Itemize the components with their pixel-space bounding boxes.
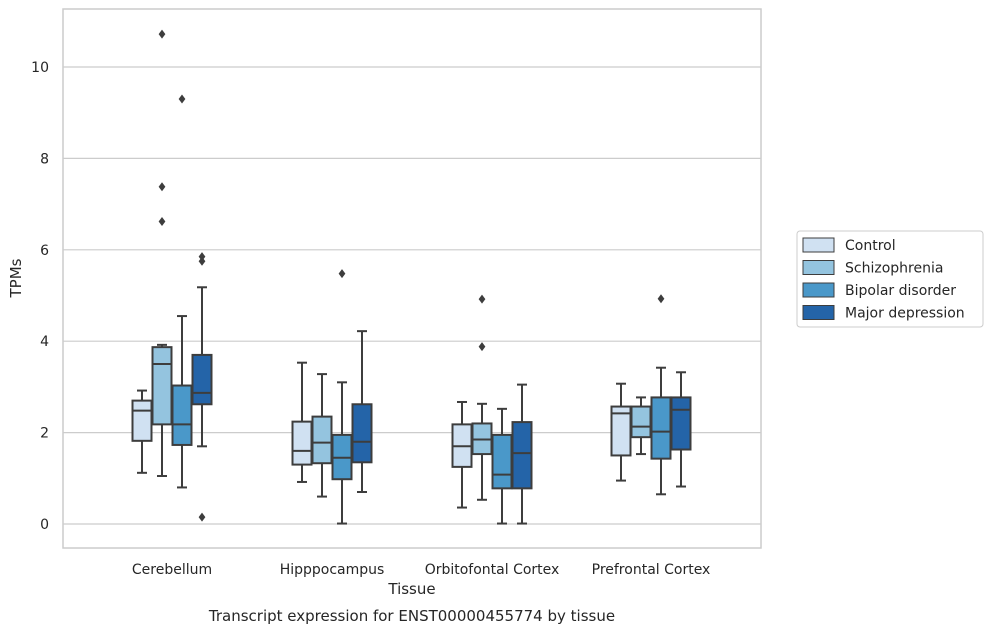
box (511, 383, 533, 525)
legend-label: Control (845, 238, 896, 254)
series-major-depression (191, 252, 692, 525)
box (151, 29, 173, 478)
chart-caption: Transcript expression for ENST0000045577… (208, 607, 615, 625)
outlier-point (338, 269, 346, 279)
x-tick-label: Cerebellum (132, 562, 212, 578)
legend-label: Bipolar disorder (845, 283, 956, 299)
legend-swatch (802, 305, 835, 320)
outlier-point (158, 29, 166, 39)
outlier-point (158, 182, 166, 192)
legend-swatch (802, 282, 835, 298)
box (670, 371, 692, 488)
box-iqr (131, 399, 153, 442)
series-bipolar-disorder (171, 94, 672, 525)
box-iqr (311, 415, 333, 465)
plot-area-background (63, 9, 761, 548)
box-iqr (670, 396, 692, 451)
box (171, 94, 193, 489)
outlier-point (478, 294, 486, 304)
box-iqr (291, 420, 313, 466)
x-tick-label: Hipppocampus (280, 562, 385, 578)
box (331, 269, 353, 525)
legend-label: Major depression (845, 306, 965, 322)
outlier-point (158, 216, 166, 226)
y-tick-label: 6 (40, 243, 49, 259)
box-series (131, 29, 692, 525)
outlier-point (178, 94, 186, 104)
y-tick-label: 0 (40, 517, 49, 533)
plot-frame (62, 8, 762, 549)
box (471, 294, 493, 501)
outlier-point (198, 256, 206, 266)
y-tick-label: 2 (40, 426, 49, 442)
series-schizophrenia (151, 29, 652, 501)
box-iqr (171, 384, 193, 446)
box-iqr (511, 421, 533, 490)
box (451, 400, 473, 509)
y-tick-label: 8 (40, 151, 49, 167)
outlier-point (478, 342, 486, 352)
box-iqr (191, 353, 213, 406)
box (491, 407, 513, 525)
box (131, 389, 153, 474)
x-axis-title: Tissue (387, 580, 435, 598)
box-iqr (650, 396, 672, 460)
box-iqr (351, 403, 373, 464)
legend: Control Schizophrenia Bipolar disorder Majo… (796, 230, 984, 328)
legend-swatch (802, 260, 835, 275)
y-axis-title: TPMs (7, 258, 25, 298)
box (351, 330, 373, 494)
box (630, 396, 652, 456)
box-iqr (630, 405, 652, 439)
outlier-point (657, 294, 665, 304)
x-axis-tick-labels: Cerebellum Hipppocampus Orbitofontal Corte… (132, 562, 710, 578)
legend-frame (796, 230, 984, 328)
legend-swatch (802, 237, 835, 253)
box-iqr (491, 433, 513, 490)
outlier-point (198, 252, 206, 262)
outlier-point (198, 512, 206, 522)
box-iqr (151, 346, 173, 426)
y-tick-label: 4 (40, 334, 49, 350)
y-tick-label: 10 (31, 60, 49, 76)
y-axis-tick-labels: 0 2 4 6 8 10 (31, 60, 49, 533)
box (191, 252, 213, 522)
box (610, 382, 632, 482)
series-control (131, 361, 632, 509)
legend-label: Schizophrenia (845, 261, 943, 277)
x-tick-label: Prefrontal Cortex (592, 562, 711, 578)
x-tick-label: Orbitofontal Cortex (425, 562, 560, 578)
